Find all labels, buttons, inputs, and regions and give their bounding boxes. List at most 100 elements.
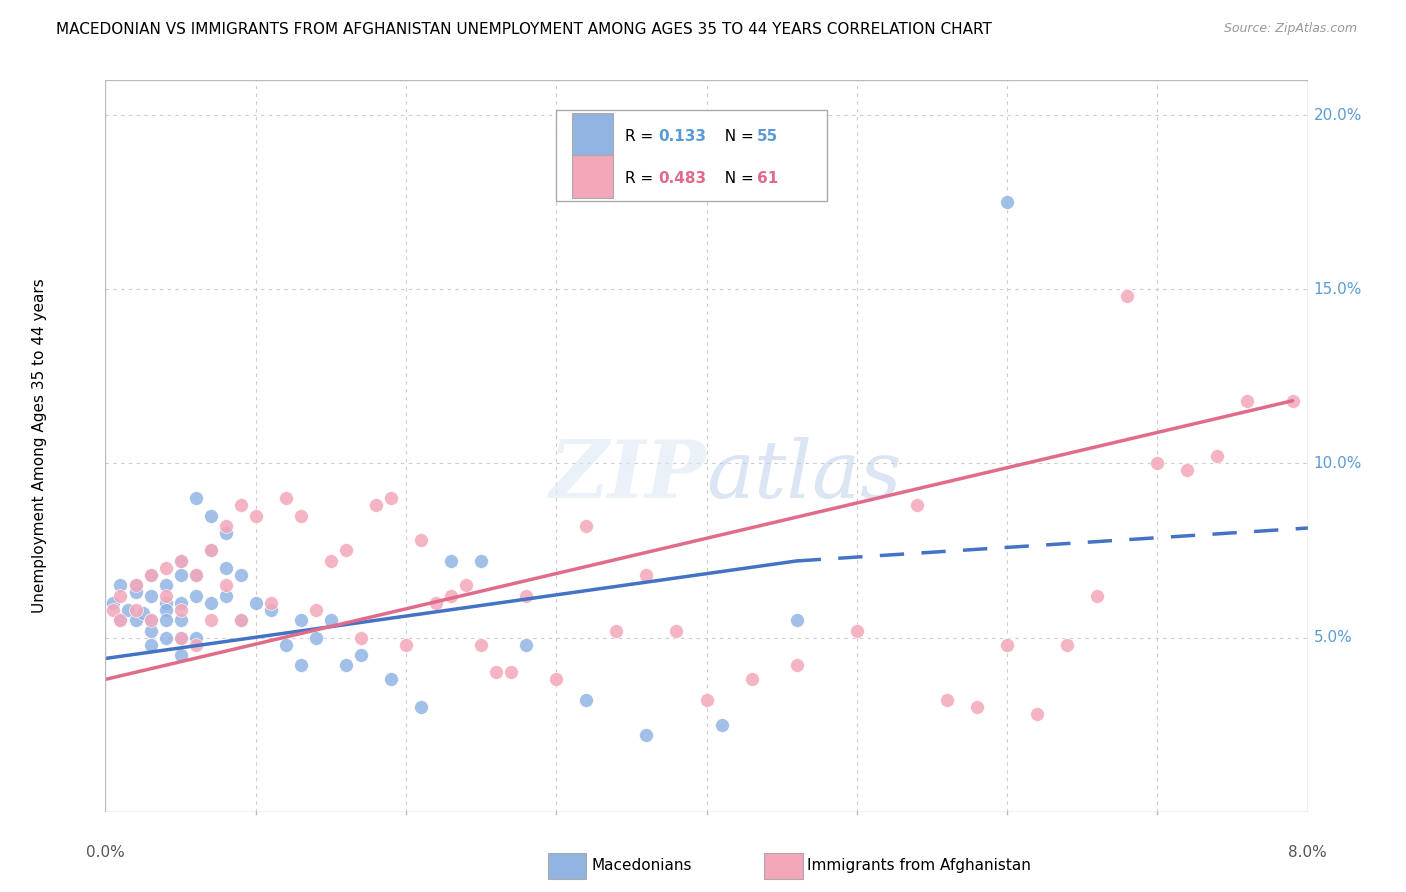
Point: [214, 519, 236, 533]
Text: 0.483: 0.483: [658, 171, 707, 186]
Point: [184, 567, 207, 582]
Point: [380, 491, 402, 506]
Point: [501, 665, 523, 680]
Point: [995, 195, 1018, 210]
Point: [155, 631, 177, 645]
Point: [124, 578, 146, 592]
Point: [139, 624, 162, 638]
Point: [741, 673, 763, 687]
Point: [245, 508, 267, 523]
FancyBboxPatch shape: [572, 155, 613, 198]
Point: [184, 638, 207, 652]
Point: [139, 613, 162, 627]
Point: [139, 567, 162, 582]
Point: [124, 585, 146, 599]
Point: [470, 554, 492, 568]
Point: [110, 613, 132, 627]
Point: [1146, 457, 1168, 471]
Text: atlas: atlas: [707, 436, 901, 514]
FancyBboxPatch shape: [557, 110, 827, 201]
Text: 20.0%: 20.0%: [1313, 108, 1362, 122]
Point: [409, 533, 432, 547]
Point: [274, 638, 297, 652]
Point: [665, 624, 688, 638]
Point: [845, 624, 868, 638]
Point: [1085, 589, 1108, 603]
Point: [214, 526, 236, 541]
Point: [440, 554, 463, 568]
Text: 5.0%: 5.0%: [1313, 630, 1353, 645]
Point: [274, 491, 297, 506]
Text: R =: R =: [624, 171, 658, 186]
Point: [350, 648, 373, 662]
Text: ZIP: ZIP: [550, 436, 707, 514]
Point: [184, 567, 207, 582]
Point: [169, 596, 191, 610]
Point: [214, 578, 236, 592]
Point: [169, 603, 191, 617]
Point: [636, 567, 658, 582]
Point: [200, 543, 222, 558]
Point: [124, 603, 146, 617]
Text: N =: N =: [714, 171, 759, 186]
Point: [575, 519, 598, 533]
Point: [214, 561, 236, 575]
Point: [515, 589, 537, 603]
Point: [124, 613, 146, 627]
Point: [117, 603, 139, 617]
Point: [1175, 463, 1198, 477]
Point: [229, 613, 252, 627]
Point: [786, 658, 808, 673]
Point: [1026, 707, 1049, 722]
Point: [260, 603, 283, 617]
Point: [214, 589, 236, 603]
Text: 61: 61: [756, 171, 779, 186]
Point: [696, 693, 718, 707]
Point: [786, 613, 808, 627]
Point: [139, 613, 162, 627]
Point: [905, 498, 928, 512]
Point: [710, 717, 733, 731]
Point: [184, 589, 207, 603]
Point: [155, 578, 177, 592]
Point: [364, 498, 387, 512]
Point: [245, 596, 267, 610]
Point: [229, 498, 252, 512]
Point: [1206, 450, 1229, 464]
Point: [155, 589, 177, 603]
Point: [409, 700, 432, 714]
Point: [936, 693, 959, 707]
Point: [101, 603, 124, 617]
Point: [184, 491, 207, 506]
Point: [155, 596, 177, 610]
Text: 55: 55: [756, 129, 779, 145]
Text: Immigrants from Afghanistan: Immigrants from Afghanistan: [807, 858, 1032, 873]
Point: [290, 658, 312, 673]
Point: [395, 638, 418, 652]
Point: [605, 624, 627, 638]
Point: [200, 613, 222, 627]
Point: [101, 596, 124, 610]
Point: [319, 554, 342, 568]
Point: [305, 631, 328, 645]
Point: [636, 728, 658, 742]
Point: [200, 508, 222, 523]
Point: [200, 543, 222, 558]
Text: 0.0%: 0.0%: [86, 845, 125, 860]
Point: [169, 631, 191, 645]
Point: [335, 543, 357, 558]
Point: [485, 665, 508, 680]
Text: R =: R =: [624, 129, 658, 145]
Point: [155, 603, 177, 617]
Point: [229, 613, 252, 627]
Text: MACEDONIAN VS IMMIGRANTS FROM AFGHANISTAN UNEMPLOYMENT AMONG AGES 35 TO 44 YEARS: MACEDONIAN VS IMMIGRANTS FROM AFGHANISTA…: [56, 22, 993, 37]
FancyBboxPatch shape: [765, 853, 803, 879]
Text: Unemployment Among Ages 35 to 44 years: Unemployment Among Ages 35 to 44 years: [32, 278, 46, 614]
Text: Macedonians: Macedonians: [591, 858, 692, 873]
Point: [546, 673, 568, 687]
Point: [169, 631, 191, 645]
Text: 10.0%: 10.0%: [1313, 456, 1362, 471]
Point: [260, 596, 283, 610]
Point: [995, 638, 1018, 652]
Point: [966, 700, 988, 714]
